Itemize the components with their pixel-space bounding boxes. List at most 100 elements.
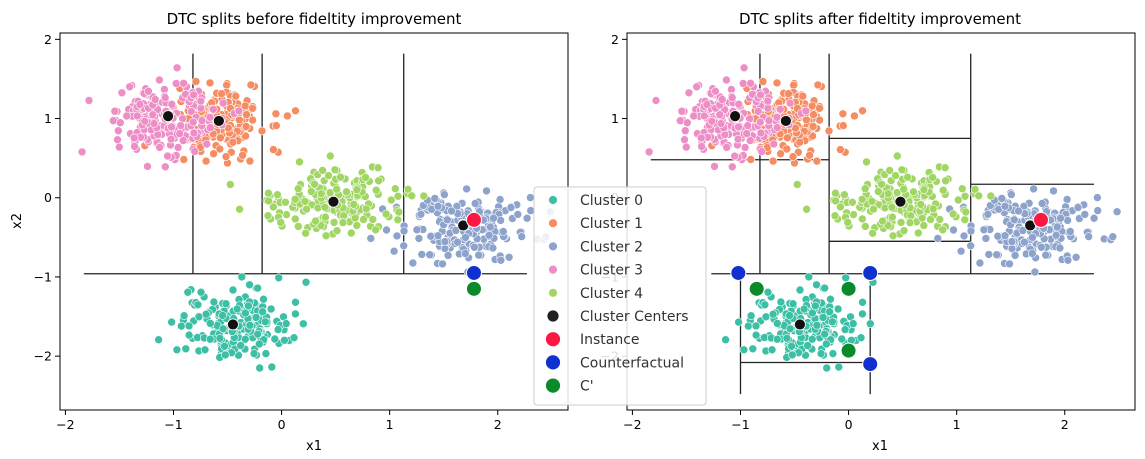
y-tick-label: 2 [44,32,52,47]
data-point [807,334,817,344]
data-point [241,131,250,141]
data-point [264,196,273,206]
data-point [716,119,726,128]
data-point [366,234,376,243]
data-point [761,312,771,322]
data-point [782,144,792,154]
data-point [883,189,893,198]
data-point [266,304,276,314]
data-point [205,334,215,344]
data-point [215,144,225,154]
data-point [772,319,782,328]
legend-item: Cluster 2 [548,239,643,255]
data-point [135,100,145,109]
data-point [149,119,159,128]
data-point [255,363,265,373]
legend-label: Instance [580,332,640,348]
legend-marker [548,287,558,298]
data-point [746,311,756,321]
data-point [189,90,198,100]
data-point [273,190,282,199]
data-point [332,226,342,235]
data-point [325,151,335,161]
data-point [234,106,244,116]
data-point [373,163,383,172]
data-point [251,313,261,322]
data-point [1037,243,1046,252]
data-point [461,233,470,242]
data-point [772,113,782,122]
data-point [306,187,316,196]
data-point [966,241,976,251]
data-point [349,200,359,209]
data-point [329,218,339,227]
data-point [188,117,198,127]
data-point [113,135,122,144]
data-point [869,204,878,214]
data-point [484,230,494,240]
data-point [820,329,830,339]
counterfactual-point [730,264,747,281]
data-point [282,210,291,219]
data-point [160,93,170,102]
data-point [232,304,242,314]
data-point [179,311,189,321]
data-point [393,192,403,201]
data-point [768,156,778,166]
data-point [332,184,342,194]
data-point [785,324,795,334]
data-point [970,185,980,194]
data-point [414,234,424,243]
y-tick-label: 0 [44,190,52,205]
data-point [858,309,867,319]
data-point [200,345,210,355]
data-point [1041,250,1050,260]
data-point [416,210,426,219]
data-point [953,195,963,205]
data-point [221,152,231,161]
data-point [805,151,814,160]
data-point [179,79,188,88]
data-point [177,321,186,331]
data-point [776,297,786,307]
data-point [218,311,227,320]
data-point [751,321,761,331]
data-point [399,241,409,251]
data-point [1084,232,1093,241]
data-point [808,308,817,318]
data-point [1093,193,1102,202]
data-point [746,79,755,88]
data-point [1089,213,1099,223]
instance-point [1032,211,1049,228]
data-point [816,349,826,358]
data-point [290,195,300,204]
data-point [831,196,840,206]
data-point [959,231,969,241]
data-point [811,301,820,311]
data-point [1055,243,1065,253]
data-point [1000,201,1010,211]
data-point [812,320,822,330]
legend-item: Cluster 0 [548,193,643,209]
chart-before-panel: DTC splits before fideltity improvement … [10,10,569,454]
data-point [815,104,824,113]
data-point [812,156,822,166]
data-point [857,195,867,204]
data-point [190,147,199,156]
data-point [1014,206,1023,216]
data-point [513,210,523,219]
data-point [831,188,840,198]
data-point [717,95,727,104]
data-point [495,195,505,204]
legend-label: Counterfactual [580,355,684,371]
data-point [897,165,907,175]
data-point [245,320,255,330]
data-point [1053,222,1062,232]
legend-item: Cluster 1 [548,216,643,232]
data-point [873,187,883,196]
data-point [734,122,743,132]
data-point [981,234,991,243]
data-point [888,231,898,241]
data-point [443,251,453,260]
data-point [269,145,278,154]
